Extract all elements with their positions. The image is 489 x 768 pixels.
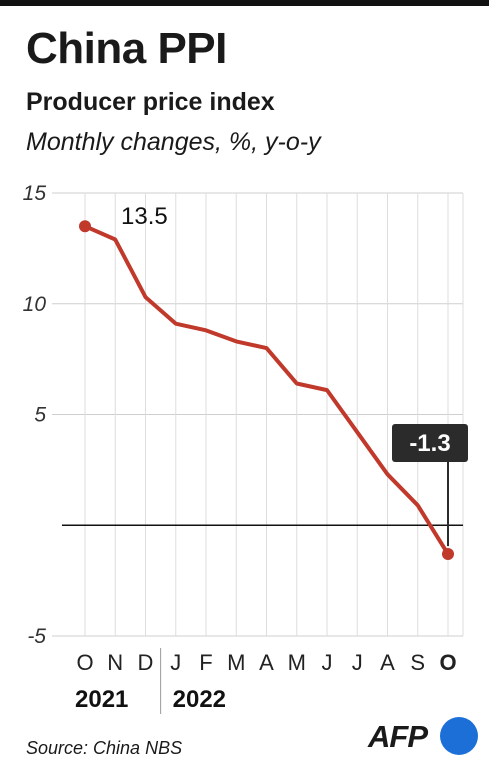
x-tick-label: O xyxy=(76,650,93,675)
chart-unit-label: Monthly changes, %, y-o-y xyxy=(26,128,321,156)
x-tick-label: D xyxy=(138,650,154,675)
year-label: 2021 xyxy=(75,686,128,713)
callout-box xyxy=(392,424,468,462)
x-tick-label: M xyxy=(227,650,245,675)
y-tick-label: 15 xyxy=(23,182,47,205)
chart-title: China PPI xyxy=(26,24,227,73)
grid-layer xyxy=(52,192,464,637)
x-tick-label: S xyxy=(410,650,425,675)
chart-subtitle: Producer price index xyxy=(26,88,275,116)
x-tick-label: O xyxy=(439,650,456,675)
y-tick-label: 5 xyxy=(34,404,46,427)
endpoint-marker xyxy=(79,220,91,233)
x-tick-label: A xyxy=(259,650,274,675)
endpoint-marker xyxy=(442,548,454,561)
top-rule xyxy=(0,0,489,6)
x-tick-label: J xyxy=(170,650,181,675)
x-tick-label: J xyxy=(322,650,333,675)
x-tick-label: M xyxy=(288,650,306,675)
y-tick-label: 10 xyxy=(23,293,47,316)
x-tick-label: J xyxy=(352,650,363,675)
year-label: 2022 xyxy=(173,686,226,713)
series-layer xyxy=(79,220,454,561)
label-layer: 13.5 -1.3 xyxy=(121,203,468,547)
series-line xyxy=(83,224,450,557)
afp-logo-text: AFP xyxy=(368,719,428,754)
x-tick-label: N xyxy=(107,650,123,675)
x-tick-label: F xyxy=(199,650,212,675)
y-tick-label: -5 xyxy=(27,625,46,648)
data-label-first: 13.5 xyxy=(121,203,168,230)
source-note: Source: China NBS xyxy=(26,738,183,758)
data-label-last: -1.3 xyxy=(409,430,450,457)
x-tick-label: A xyxy=(380,650,395,675)
afp-logo-dot xyxy=(440,717,478,755)
